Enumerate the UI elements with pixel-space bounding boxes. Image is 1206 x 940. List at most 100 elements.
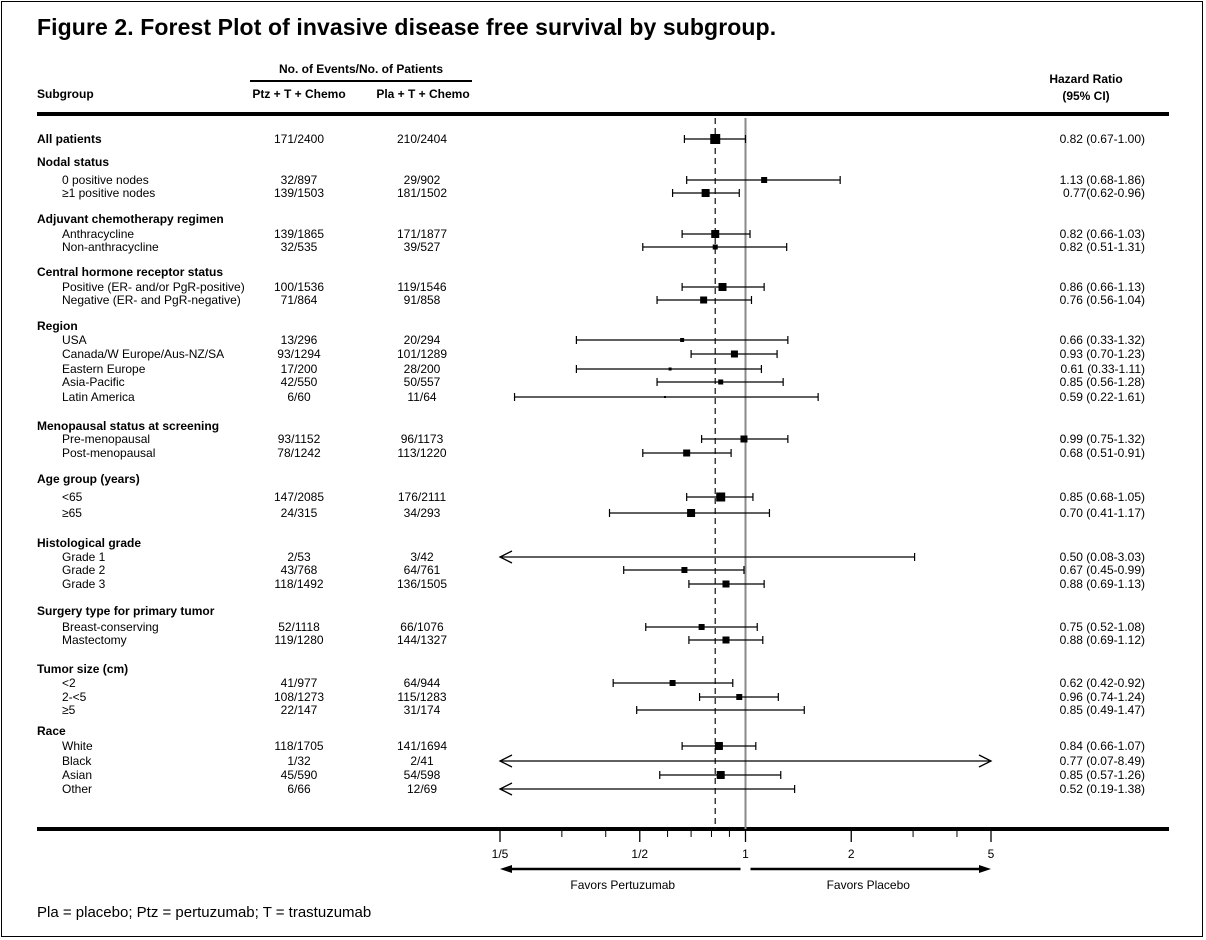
pla-events: 136/1505 [396, 577, 448, 591]
hr-point-estimate [716, 492, 726, 502]
hr-ci-text: 0.88 (0.69-1.13) [1059, 577, 1145, 591]
pla-events: 101/1289 [396, 347, 448, 361]
pla-events: 91/858 [403, 293, 441, 307]
ptz-events: 42/550 [280, 375, 318, 389]
subgroup-label: Negative (ER- and PgR-negative) [62, 293, 241, 307]
ptz-events: 2/53 [287, 550, 311, 564]
subgroup-label: ≥5 [62, 703, 76, 717]
hr-point-estimate [701, 189, 710, 197]
hr-ci-text: 0.93 (0.70-1.23) [1059, 347, 1145, 361]
x-tick-label: 1/2 [631, 847, 648, 861]
hr-point-estimate [664, 396, 667, 398]
hr-ci-text: 0.88 (0.69-1.12) [1059, 633, 1145, 647]
hr-ci-text: 0.96 (0.74-1.24) [1059, 690, 1145, 704]
subgroup-label: Eastern Europe [62, 362, 146, 376]
x-tick-label: 1/5 [492, 847, 509, 861]
pla-events: 119/1546 [397, 280, 447, 294]
pla-events: 11/64 [407, 390, 437, 404]
ptz-events: 17/200 [280, 362, 318, 376]
hr-ci-text: 0.85 (0.68-1.05) [1059, 490, 1145, 504]
hr-ci-text: 0.99 (0.75-1.32) [1059, 432, 1145, 446]
hr-ci-text: 0.67 (0.45-0.99) [1059, 563, 1145, 577]
subgroup-label: White [62, 739, 93, 753]
ptz-events: 13/296 [280, 333, 318, 347]
hr-ci-text: 0.50 (0.08-3.03) [1059, 550, 1145, 564]
hr-point-estimate [680, 338, 685, 342]
ptz-events: 45/590 [280, 768, 318, 782]
pla-events: 181/1502 [396, 186, 448, 200]
subgroup-label: Grade 1 [62, 550, 106, 564]
pla-events: 171/1877 [396, 227, 448, 241]
hr-point-estimate [698, 624, 705, 630]
header-pla-arm: Pla + T + Chemo [376, 87, 470, 101]
hr-ci-text: 0.85 (0.57-1.26) [1059, 768, 1145, 782]
hr-ci-text: 0.77 (0.07-8.49) [1059, 754, 1145, 768]
ci-arrow-left [498, 754, 513, 768]
pla-events: 115/1283 [397, 690, 447, 704]
pla-events: 3/42 [410, 550, 434, 564]
hr-ci-text: 0.85 (0.56-1.28) [1059, 375, 1145, 389]
ptz-events: 22/147 [280, 703, 318, 717]
hr-point-estimate [740, 435, 748, 443]
subgroup-label: 2-<5 [62, 690, 87, 704]
header-ci: (95% CI) [1062, 89, 1110, 103]
hr-ci-text: 0.70 (0.41-1.17) [1059, 506, 1145, 520]
pla-events: 34/293 [403, 506, 441, 520]
subgroup-label: Grade 2 [62, 563, 106, 577]
subgroup-label: Canada/W Europe/Aus-NZ/SA [62, 347, 225, 361]
hr-point-estimate [722, 636, 730, 644]
ptz-events: 118/1492 [274, 577, 324, 591]
group-label: Central hormone receptor status [37, 265, 224, 279]
ptz-events: 6/60 [287, 390, 311, 404]
subgroup-label: Non-anthracycline [62, 240, 159, 254]
pla-events: 31/174 [403, 703, 441, 717]
favors-placebo-label: Favors Placebo [827, 878, 911, 892]
ptz-events: 43/768 [280, 563, 318, 577]
ptz-events: 100/1536 [273, 280, 325, 294]
hr-ci-text: 0.52 (0.19-1.38) [1059, 782, 1145, 796]
subgroup-label: Anthracycline [62, 227, 135, 241]
table-top-rule [37, 112, 1169, 116]
header-hazard-ratio: Hazard Ratio [1049, 72, 1123, 86]
subgroup-label: Asian [62, 768, 93, 782]
subgroup-label: <65 [62, 490, 83, 504]
ptz-events: 118/1705 [274, 739, 324, 753]
favors-left-arrowhead [500, 865, 512, 873]
ptz-events: 139/1865 [273, 227, 325, 241]
group-label: Menopausal status at screening [37, 419, 220, 433]
subgroup-label: Latin America [62, 390, 135, 404]
hr-point-estimate [720, 709, 722, 711]
x-tick-label: 5 [988, 847, 995, 861]
subgroup-label: Asia-Pacific [62, 375, 125, 389]
group-label: Tumor size (cm) [37, 662, 129, 676]
ptz-events: 32/535 [280, 240, 318, 254]
ptz-events: 93/1152 [277, 432, 321, 446]
ptz-events: 139/1503 [273, 186, 325, 200]
subgroup-label: ≥1 positive nodes [62, 186, 156, 200]
pla-events: 64/944 [403, 676, 441, 690]
hr-ci-text: 0.77(0.62-0.96) [1062, 186, 1145, 200]
favors-right-arrowhead [979, 865, 991, 873]
pla-events: 29/902 [403, 173, 441, 187]
ptz-events: 24/315 [280, 506, 318, 520]
hr-ci-text: 0.82 (0.66-1.03) [1059, 227, 1145, 241]
pla-events: 2/41 [410, 754, 434, 768]
subgroup-label: Breast-conserving [62, 620, 159, 634]
pla-events: 64/761 [403, 563, 441, 577]
hr-point-estimate [730, 350, 738, 358]
hr-ci-text: 0.84 (0.66-1.07) [1059, 739, 1145, 753]
subgroup-label: Post-menopausal [62, 446, 156, 460]
hr-ci-text: 0.75 (0.52-1.08) [1059, 620, 1145, 634]
ptz-events: 32/897 [280, 173, 318, 187]
subgroup-label: USA [62, 333, 87, 347]
pla-events: 12/69 [406, 782, 438, 796]
hr-point-estimate [669, 680, 676, 686]
hr-point-estimate [681, 567, 688, 573]
group-label: Adjuvant chemotherapy regimen [37, 212, 224, 226]
hr-point-estimate [718, 283, 727, 291]
ptz-events: 6/66 [287, 782, 311, 796]
pla-events: 50/557 [403, 375, 441, 389]
hr-point-estimate [687, 509, 696, 517]
hr-point-estimate [722, 580, 730, 588]
